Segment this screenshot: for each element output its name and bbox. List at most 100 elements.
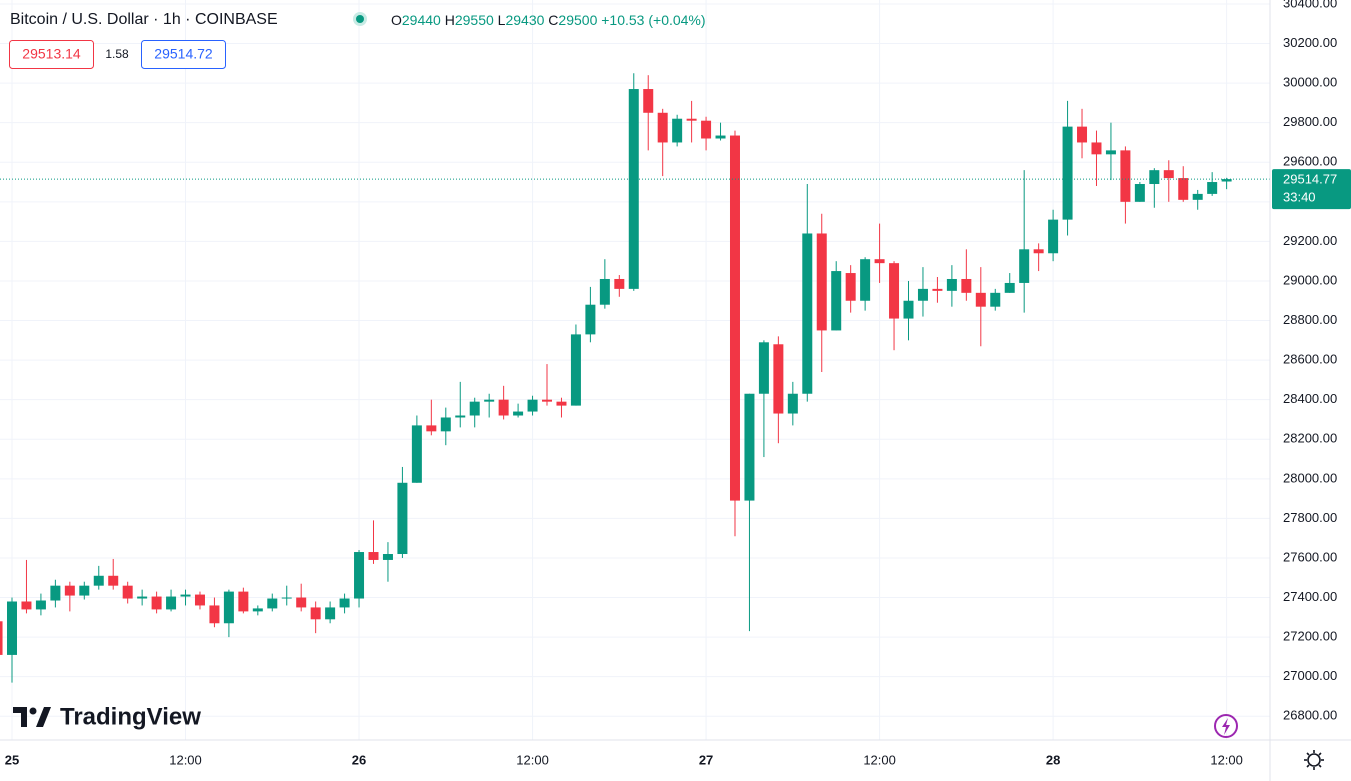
candle-body	[325, 607, 336, 620]
candle-body	[556, 401, 567, 406]
candle-body	[816, 233, 827, 331]
ohlc-legend: O29440 H29550 L29430 C29500 +10.53 (+0.0…	[391, 12, 706, 28]
lightning-button[interactable]	[1214, 714, 1238, 738]
candle-body	[122, 585, 133, 599]
candle-body	[339, 598, 350, 608]
y-tick-label: 29600.00	[1283, 154, 1337, 169]
last-price-label: 29514.77	[1283, 172, 1337, 187]
candle-body	[252, 608, 263, 612]
y-tick-label: 28400.00	[1283, 391, 1337, 406]
candle-body	[657, 112, 668, 143]
candle-body	[672, 118, 683, 143]
candle-body	[281, 597, 292, 599]
candle-body	[1207, 182, 1218, 194]
candle-body	[411, 425, 422, 483]
candle-body	[542, 399, 553, 402]
x-tick-label: 12:00	[863, 752, 896, 767]
candle-body	[0, 621, 3, 655]
candle-body	[1019, 249, 1030, 283]
candle-body	[628, 89, 639, 289]
candle-body	[1077, 126, 1088, 143]
candle-body	[513, 411, 524, 416]
candle-body	[701, 120, 712, 139]
x-tick-label: 25	[5, 752, 19, 767]
candle-body	[180, 594, 191, 597]
candle-body	[961, 278, 972, 293]
candle-body	[585, 304, 596, 335]
y-tick-label: 29200.00	[1283, 233, 1337, 248]
candle-body	[151, 596, 162, 610]
candle-body	[498, 399, 509, 416]
candle-body	[889, 263, 900, 319]
candle-body	[903, 300, 914, 319]
candle-body	[354, 552, 365, 599]
close-prefix: C	[548, 12, 558, 28]
candle-body	[93, 575, 104, 586]
candle-body	[1091, 142, 1102, 155]
candle-body	[715, 135, 726, 139]
bid-box[interactable]	[9, 40, 94, 69]
y-tick-label: 28200.00	[1283, 431, 1337, 446]
candles	[0, 73, 1270, 683]
candle-body	[223, 591, 234, 624]
x-tick-label: 27	[699, 752, 713, 767]
y-tick-label: 29800.00	[1283, 114, 1337, 129]
y-tick-label: 28600.00	[1283, 352, 1337, 367]
y-tick-label: 30400.00	[1283, 0, 1337, 10]
candle-body	[50, 585, 61, 601]
candle-body	[484, 399, 495, 402]
candle-body	[1149, 170, 1160, 185]
candle-body	[296, 597, 307, 608]
y-tick-label: 27000.00	[1283, 668, 1337, 683]
ask-price[interactable]: 29514.72	[154, 46, 213, 62]
candle-body	[773, 344, 784, 414]
open-prefix: O	[391, 12, 402, 28]
y-tick-label: 28800.00	[1283, 312, 1337, 327]
candle-body	[238, 591, 249, 612]
candle-body	[802, 233, 813, 394]
high-prefix: H	[445, 12, 455, 28]
close-value: 29500	[558, 12, 597, 28]
candle-body	[137, 596, 148, 599]
settings-button[interactable]	[1304, 750, 1324, 770]
x-tick-label: 26	[352, 752, 366, 767]
ask-box[interactable]	[141, 40, 226, 69]
candle-body	[1163, 170, 1174, 179]
candle-body	[614, 278, 625, 289]
y-tick-label: 27200.00	[1283, 629, 1337, 644]
candle-body	[990, 292, 1001, 307]
y-tick-label: 28000.00	[1283, 470, 1337, 485]
candle-body	[1105, 150, 1116, 155]
x-tick-label: 28	[1046, 752, 1060, 767]
watermark: TradingView	[60, 703, 201, 730]
spread: 1.58	[105, 47, 129, 61]
candle-body	[527, 399, 538, 412]
symbol-title: Bitcoin / U.S. Dollar · 1h · COINBASE	[10, 11, 278, 28]
candle-body	[570, 334, 581, 406]
candle-body	[874, 259, 885, 264]
candle-body	[267, 598, 278, 609]
candle-body	[643, 89, 654, 113]
candle-body	[1178, 178, 1189, 200]
candle-body	[1192, 193, 1203, 200]
countdown-label: 33:40	[1283, 190, 1316, 205]
open-value: 29440	[402, 12, 441, 28]
axes: 26800.00 27000.00 27200.00 27400.00 27600.00…	[5, 0, 1351, 767]
candle-body	[744, 393, 755, 501]
candle-body	[79, 585, 90, 596]
candle-body	[1221, 179, 1232, 182]
candle-body	[599, 278, 610, 305]
candle-body	[729, 135, 740, 501]
y-tick-label: 30200.00	[1283, 35, 1337, 50]
candle-body	[368, 552, 379, 560]
y-tick-label: 27600.00	[1283, 549, 1337, 564]
candle-body	[1120, 150, 1131, 202]
x-tick-label: 12:00	[169, 752, 202, 767]
candle-body	[194, 594, 205, 606]
bid-price[interactable]: 29513.14	[22, 46, 81, 62]
candle-body	[1048, 219, 1059, 254]
y-tick-label: 27800.00	[1283, 510, 1337, 525]
candle-body	[686, 118, 697, 121]
candle-body	[310, 607, 321, 620]
